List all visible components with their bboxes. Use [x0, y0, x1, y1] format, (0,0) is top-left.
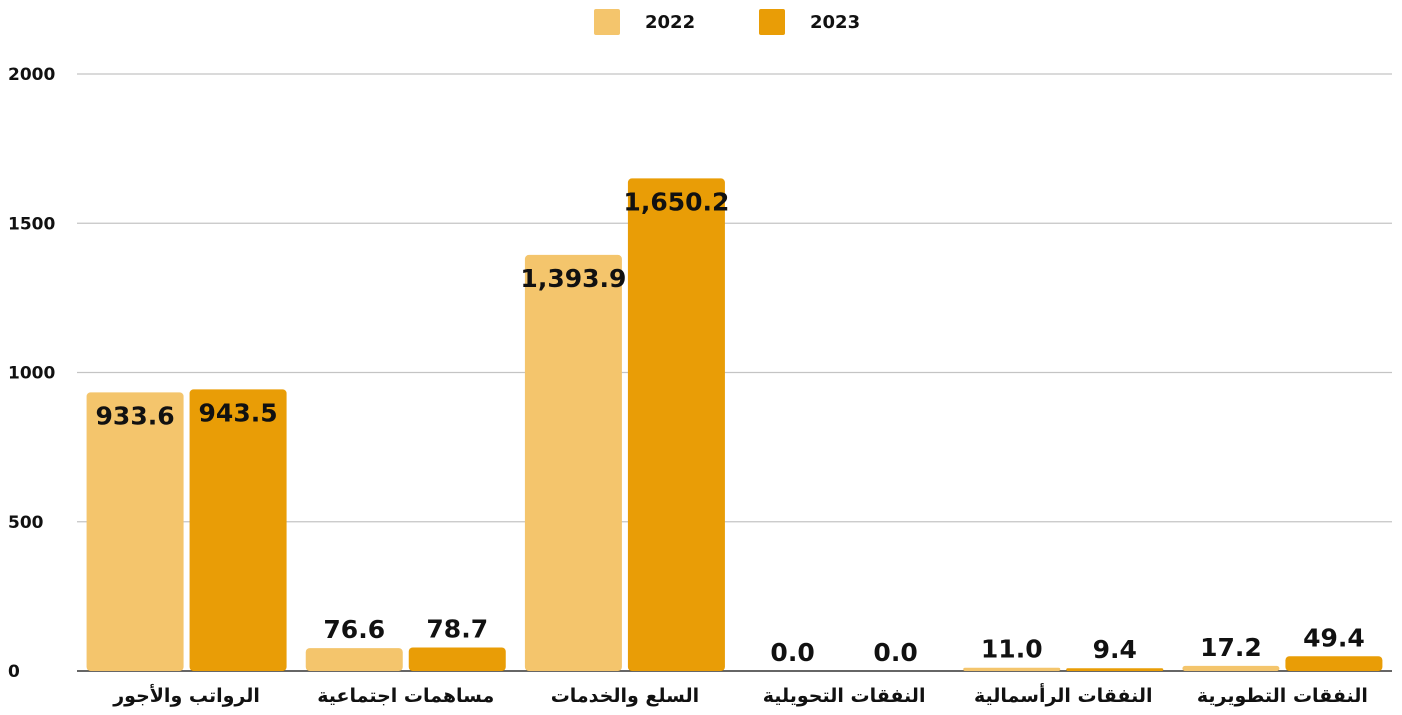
legend-swatch-2023 — [759, 9, 785, 35]
y-tick-label: 1000 — [8, 364, 55, 384]
bar-2022-4 — [963, 667, 1061, 671]
bar-2023-0 — [189, 389, 287, 671]
x-category-label: السلع والخدمات — [551, 685, 699, 707]
x-category-label: النفقات التطويرية — [1197, 685, 1368, 707]
data-label: 0.0 — [770, 638, 814, 667]
data-label: 943.5 — [199, 398, 278, 427]
legend-swatch-2022 — [594, 9, 620, 35]
data-label: 0.0 — [873, 638, 917, 667]
bar-2022-5 — [1182, 665, 1280, 671]
bar-2023-2 — [627, 178, 725, 672]
bar-2023-4 — [1066, 668, 1164, 671]
data-label: 1,650.2 — [623, 187, 729, 216]
y-tick-label: 0 — [8, 662, 20, 682]
x-category-label: مساهمات اجتماعية — [317, 685, 494, 707]
bar-2023-1 — [408, 647, 506, 671]
data-label: 76.6 — [323, 615, 385, 644]
data-label: 17.2 — [1200, 633, 1262, 662]
x-category-label: النفقات التحويلية — [763, 685, 926, 707]
data-label: 933.6 — [96, 401, 175, 430]
bar-2022-0 — [86, 392, 184, 671]
y-tick-label: 2000 — [8, 65, 55, 85]
bar-2022-2 — [524, 254, 622, 672]
legend: 2022 2023 — [594, 9, 860, 35]
data-labels: 933.6 943.5 76.6 78.7 1,393.9 1,650.2 0.0 0.0 11… — [96, 187, 1365, 667]
x-category-label: الرواتب والأجور — [112, 684, 260, 707]
data-label: 11.0 — [981, 635, 1043, 664]
data-label: 9.4 — [1093, 635, 1137, 664]
bars — [86, 178, 1383, 672]
y-tick-label: 1500 — [8, 214, 55, 234]
x-axis-categories: الرواتب والأجور مساهمات اجتماعية السلع وال… — [112, 683, 1368, 707]
data-label: 1,393.9 — [520, 264, 626, 293]
legend-label-2023: 2023 — [810, 12, 860, 33]
x-category-label: النفقات الرأسمالية — [974, 683, 1153, 707]
data-label: 78.7 — [426, 615, 488, 644]
bar-2022-1 — [305, 648, 403, 671]
legend-label-2022: 2022 — [645, 12, 695, 33]
y-axis-ticks: 0 500 1000 1500 2000 — [8, 65, 55, 682]
y-tick-label: 500 — [8, 513, 44, 533]
data-label: 49.4 — [1303, 623, 1365, 652]
bar-2023-5 — [1285, 656, 1383, 671]
gridlines — [77, 73, 1392, 672]
